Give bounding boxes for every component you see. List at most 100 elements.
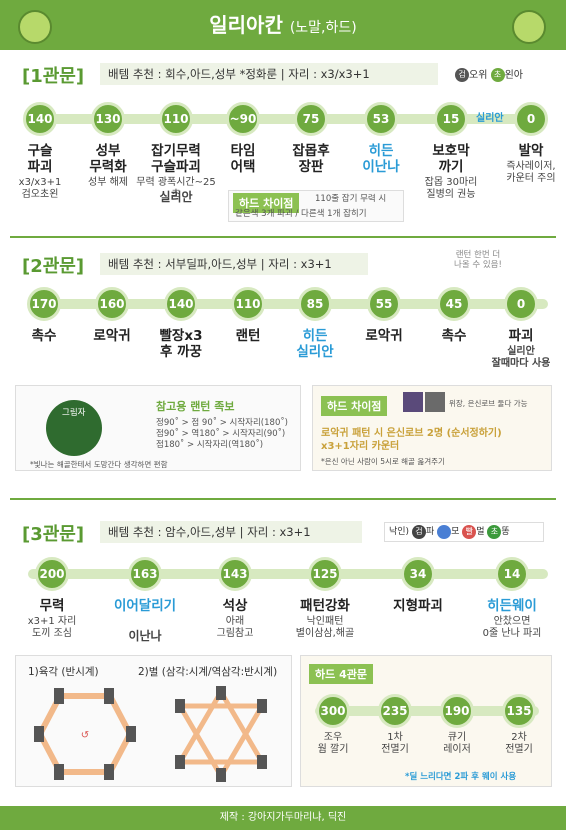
g2-node-circle: 110 xyxy=(231,287,265,321)
g3-node-label: 지형파괴 xyxy=(393,598,443,614)
g3-node-circle: 163 xyxy=(128,557,162,591)
frog-mascot-right-icon xyxy=(512,10,546,44)
gate3-title: [3관문] xyxy=(22,524,85,545)
g2-node-label: 로악귀 xyxy=(93,328,131,344)
g2-node-label: 랜턴 xyxy=(235,328,261,344)
g3-node-note: 아래 그림참고 xyxy=(216,616,254,639)
g1-node-circle: 130 xyxy=(91,102,125,136)
g1-node-note: 성부 해제 xyxy=(88,177,128,188)
hard4-node-circle: 190 xyxy=(440,694,474,728)
g1-node-circle: 15 xyxy=(434,102,468,136)
g1-node-label: 잡기무력 구슬파괴 xyxy=(151,143,201,175)
g3-node-note2: 이난나 xyxy=(128,629,162,643)
divider-1 xyxy=(10,236,556,238)
hard4-node-circle: 235 xyxy=(378,694,412,728)
g1-node-note: 무력 광폭시간~25초 xyxy=(136,177,216,200)
g1-node-note: 잡몹 30마리 질병의 권능 xyxy=(424,177,478,200)
g3-node-label: 이어달리기 xyxy=(113,598,177,614)
g1-node-note: 즉사레이저, 카운터 주의 xyxy=(506,161,556,184)
hard4-node-label: 조우 웜 깔기 xyxy=(317,732,349,755)
gate2-hard-note: *은신 아닌 사람이 5시로 해골 옮겨주기 xyxy=(321,457,445,466)
g3-node-note: 낙인패턴 별이삼삼,해골 xyxy=(295,616,355,639)
g3-node-note: x3+1 자리 도끼 조심 xyxy=(27,616,77,639)
g1-node-circle: 110 xyxy=(159,102,193,136)
gate2-bubble: 랜턴 한번 더 나올 수 있음! xyxy=(454,250,502,270)
svg-text:↺: ↺ xyxy=(81,730,89,741)
star-rotation-diagram xyxy=(175,686,267,782)
g3-node-note: 안찼으면 0줄 난나 파괴 xyxy=(482,616,542,639)
lantern-line-3: 점180˚ > 시작자리(역180˚) xyxy=(156,440,264,450)
disguise-item-icon xyxy=(403,392,423,412)
g1-node-label: 발악 xyxy=(518,143,544,159)
g2-node-circle: 85 xyxy=(298,287,332,321)
hard4-box: 하드 4관문 300 조우 웜 깔기 235 1차 전멸기 190 큐기 레이저 135 2차… xyxy=(300,655,552,787)
gate1-legend: 검 오위 초 왼아 xyxy=(455,66,523,82)
g3-node-label: 히든웨이 xyxy=(487,598,537,614)
gate1-timeline xyxy=(28,114,548,124)
g2-node-circle: 55 xyxy=(367,287,401,321)
g1-node-label: 타임 어택 xyxy=(230,143,256,175)
gate3-recommendation: 배템 추천 : 암수,아드,성부 | 자리 : x3+1 xyxy=(100,521,362,543)
hard4-node-label: 2차 전멸기 xyxy=(505,732,533,755)
frog-mascot-left-icon xyxy=(18,10,52,44)
gate1-hard-line1: 110줄 잡기 무력 시 xyxy=(315,194,387,204)
g3-node-circle: 34 xyxy=(401,557,435,591)
g1-node-label: 잡몹후 장판 xyxy=(292,143,330,175)
g3-node-circle: 14 xyxy=(495,557,529,591)
gate3-diagram-box: 1)육각 (반시계) 2)별 (삼각:시계/역삼각:반시계) ↺ xyxy=(15,655,292,787)
gate1-title: [1관문] xyxy=(22,66,85,87)
g3-node-circle: 200 xyxy=(35,557,69,591)
hard4-timeline xyxy=(315,706,539,716)
gate2-title: [2관문] xyxy=(22,256,85,277)
diagram-2-label: 2)별 (삼각:시계/역삼각:반시계) xyxy=(138,666,278,678)
g3-node-circle: 143 xyxy=(218,557,252,591)
g1-node-note2: 실리안 xyxy=(159,190,193,204)
g3-node-label: 무력 xyxy=(39,598,65,614)
g1-node-circle: 53 xyxy=(364,102,398,136)
g3-node-circle: 125 xyxy=(308,557,342,591)
lantern-note: *빛나는 해골한테서 도망간다 생각하면 편함 xyxy=(30,460,168,469)
hard4-tag: 하드 4관문 xyxy=(309,664,373,684)
hexagon-rotation-diagram: ↺ xyxy=(34,688,136,780)
lantern-diagram-icon xyxy=(46,400,102,456)
hard4-note: *딜 느리다면 2파 후 웨이 사용 xyxy=(405,772,517,782)
gate2-hard-box: 하드 차이점 위장, 은신로브 둘다 가능 로악귀 패턴 시 은신로브 2명 (… xyxy=(312,385,552,471)
lantern-center-label: 그림자 xyxy=(62,408,86,418)
page-subtitle: (노말,하드) xyxy=(289,20,357,36)
divider-2 xyxy=(10,498,556,500)
gate1-hard-tag: 하드 차이점 xyxy=(233,193,300,213)
g1-node-label: 보호막 까기 xyxy=(432,143,470,175)
gate1-recommendation: 배템 추천 : 회수,아드,성부 *정화룬 | 자리 : x3/x3+1 xyxy=(100,63,438,85)
hard4-node-circle: 300 xyxy=(316,694,350,728)
g1-node-label: 히든 이난나 xyxy=(362,143,400,175)
gate1-legend-a-icon: 검 xyxy=(455,68,469,82)
gate2-hard-tag: 하드 차이점 xyxy=(321,396,388,416)
g2-node-label: 빨장x3 후 까꿍 xyxy=(159,328,203,360)
g2-node-label: 파괴 xyxy=(508,328,534,344)
gate2-hard-icon-note: 위장, 은신로브 둘다 가능 xyxy=(449,399,528,408)
gate3-timeline xyxy=(28,569,548,579)
g1-node-label: 구슬 파괴 xyxy=(27,143,53,175)
g2-node-circle: 45 xyxy=(437,287,471,321)
gate1-legend-b-icon: 초 xyxy=(490,68,505,82)
g2-node-label: 히든 실리안 xyxy=(296,328,334,360)
g1-node-note: x3/x3+1 검오초왼 xyxy=(18,177,62,200)
footer: 제작 : 강아지가두마리냐, 딕진 xyxy=(0,806,566,830)
g2-node-circle: 0 xyxy=(504,287,538,321)
g1-node-label: 성부 무력화 xyxy=(89,143,127,175)
gate2-hard-line2: x3+1자리 카운터 xyxy=(321,441,400,452)
lantern-line-2: 점90˚ > 역180˚ > 시작자리(90˚) xyxy=(156,429,286,439)
g2-node-label: 촉수 xyxy=(441,328,467,344)
g1-node-circle: 140 xyxy=(23,102,57,136)
gate1-top-tag: 실리안 xyxy=(476,113,504,124)
lantern-line-1: 정90˚ > 점 90˚ > 시작자리(180˚) xyxy=(156,418,288,428)
g3-node-label: 석상 xyxy=(222,598,248,614)
hard4-node-circle: 135 xyxy=(502,694,536,728)
g1-node-circle: ~90 xyxy=(226,102,260,136)
g2-node-note: 실리안 잘때마다 사용 xyxy=(491,346,551,369)
gate1-hard-line2: 같은색 3개 파괴 / 다른색 1개 잡히기 xyxy=(235,209,367,219)
gate2-hard-line1: 로악귀 패턴 시 은신로브 2명 (순서정하기) xyxy=(321,428,502,439)
g3-node-label: 패턴강화 xyxy=(300,598,350,614)
hard4-node-label: 1차 전멸기 xyxy=(381,732,409,755)
